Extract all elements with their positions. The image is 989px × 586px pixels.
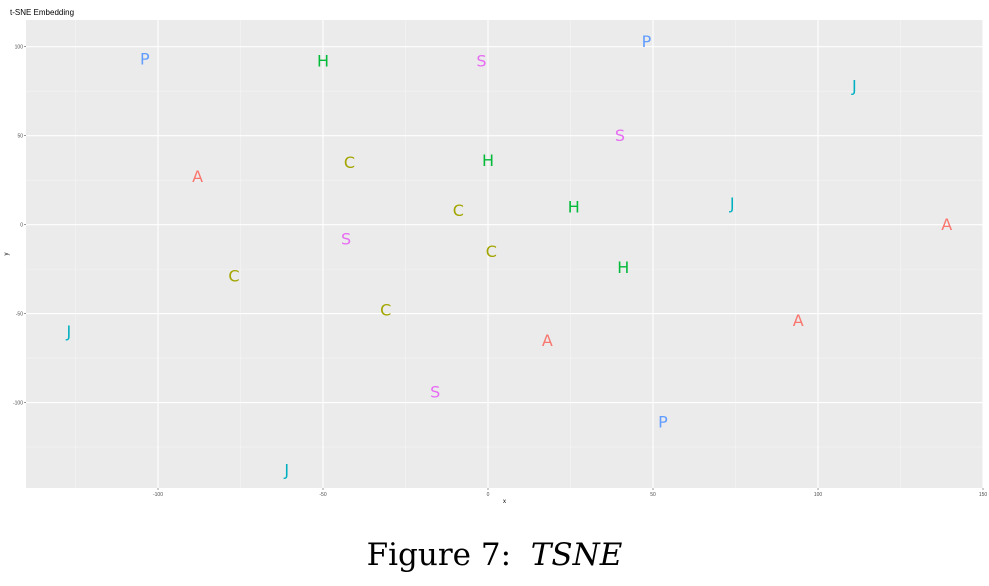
point-p: P — [658, 413, 668, 432]
point-s: S — [476, 51, 486, 70]
y-tick-label: 100 — [15, 44, 24, 50]
y-tick-label: 50 — [17, 133, 23, 139]
x-tick-label: -100 — [153, 492, 163, 498]
point-j: J — [851, 76, 857, 95]
point-s: S — [615, 126, 625, 145]
point-h: H — [317, 51, 329, 70]
data-points: P H S P J S C H A C H J A S C H C C A J A S P J — [66, 32, 953, 480]
caption-title: TSNE — [530, 537, 623, 573]
y-tick-label: 0 — [20, 222, 23, 228]
point-a: A — [793, 311, 804, 330]
point-p: P — [642, 32, 652, 51]
y-axis-ticks: 100 50 0 -50 -100 — [13, 44, 26, 406]
point-j: J — [66, 322, 72, 341]
point-p: P — [140, 50, 150, 69]
x-tick-label: 50 — [650, 492, 656, 498]
point-c: C — [453, 201, 464, 220]
tsne-chart: t-SNE Embedding -100 -50 0 50 100 150 100500-… — [4, 8, 987, 505]
point-h: H — [617, 258, 629, 277]
plot-panel — [26, 20, 983, 488]
point-a: A — [941, 215, 952, 234]
point-s: S — [430, 382, 440, 401]
point-s: S — [341, 229, 351, 248]
point-j: J — [729, 194, 735, 213]
point-c: C — [486, 242, 497, 261]
y-axis-label: y — [4, 253, 10, 256]
point-h: H — [482, 151, 494, 170]
point-a: A — [542, 331, 553, 350]
point-c: C — [344, 153, 355, 172]
point-h: H — [568, 197, 580, 216]
x-tick-label: 150 — [979, 492, 988, 498]
x-tick-label: 0 — [487, 492, 490, 498]
point-j: J — [283, 461, 289, 480]
grid-minor — [26, 20, 983, 488]
chart-title: t-SNE Embedding — [10, 8, 74, 17]
caption-prefix: Figure 7: — [366, 537, 512, 573]
x-axis-label: x — [503, 499, 506, 505]
point-a: A — [192, 167, 203, 186]
y-tick-label: -100 — [13, 400, 23, 406]
point-c: C — [228, 267, 239, 286]
point-c: C — [380, 301, 391, 320]
x-tick-label: 100 — [814, 492, 823, 498]
grid-major — [26, 20, 984, 488]
x-axis-ticks: -100 -50 0 50 100 150 — [153, 488, 987, 498]
y-tick-label: -50 — [16, 311, 23, 317]
figure-caption: Figure 7: TSNE — [0, 535, 989, 575]
x-tick-label: -50 — [319, 492, 326, 498]
